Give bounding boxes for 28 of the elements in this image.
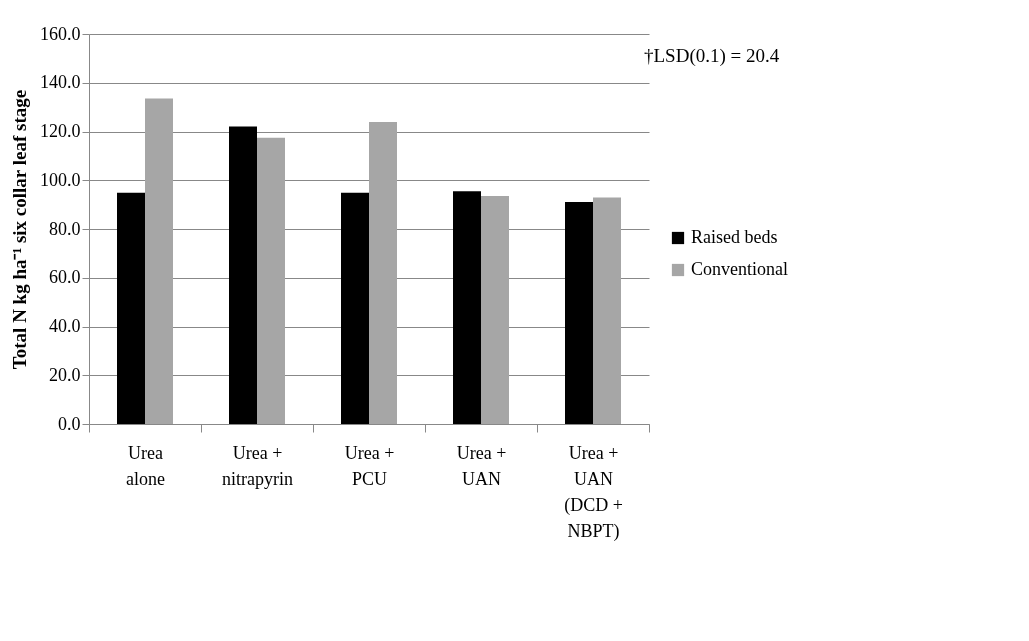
- bar: [565, 201, 593, 424]
- y-axis-title: Total N kg ha⁻¹ six collar leaf stage: [9, 89, 30, 370]
- y-tick-label: 160.0: [40, 23, 81, 44]
- y-tick-label: 80.0: [49, 218, 81, 239]
- bar: [481, 196, 509, 424]
- x-tick-label: Urea + PCU: [344, 442, 395, 489]
- bar: [117, 192, 145, 424]
- y-tick-label: 140.0: [40, 72, 81, 93]
- y-tick-label: 120.0: [40, 121, 81, 141]
- bar: [593, 197, 621, 424]
- legend-label: Raised beds: [691, 227, 778, 247]
- y-tick-label: 20.0: [49, 364, 81, 385]
- bar: [145, 98, 173, 424]
- bar: [369, 121, 397, 424]
- legend-label: Conventional: [691, 259, 788, 279]
- bar: [229, 126, 257, 424]
- x-tick-label: Urea + UAN: [456, 442, 507, 489]
- bar: [341, 192, 369, 424]
- bar: [453, 191, 481, 424]
- x-tick-label: Urea + UAN (DCD + NBPT): [564, 442, 623, 542]
- x-tick-label: Urea alone: [126, 442, 165, 489]
- annotation: †LSD(0.1) = 20.4: [644, 45, 780, 67]
- y-tick-label: 40.0: [49, 316, 81, 336]
- y-tick-label: 100.0: [40, 169, 81, 190]
- y-tick-label: 60.0: [49, 267, 81, 288]
- x-tick-label: Urea + nitrapyrin: [222, 442, 293, 489]
- y-tick-label: 0.0: [58, 413, 81, 434]
- bar: [257, 137, 285, 424]
